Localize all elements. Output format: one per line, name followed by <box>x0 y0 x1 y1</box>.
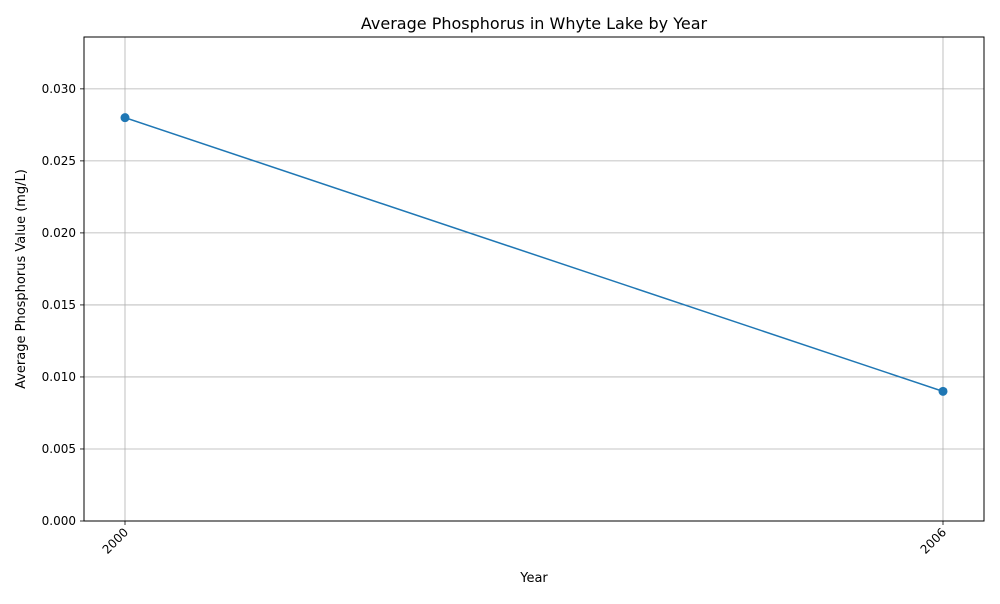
chart-title: Average Phosphorus in Whyte Lake by Year <box>361 14 708 33</box>
series-line <box>124 116 944 393</box>
y-tick-label: 0.005 <box>42 442 76 456</box>
series-layer <box>120 113 948 396</box>
data-point <box>938 386 948 396</box>
y-axis-label: Average Phosphorus Value (mg/L) <box>14 169 29 389</box>
y-tick-label: 0.030 <box>42 82 76 96</box>
grid-layer <box>84 37 984 522</box>
y-tick-label: 0.015 <box>42 298 76 312</box>
plot-frame <box>83 36 985 522</box>
data-point <box>120 113 130 123</box>
y-tick-label: 0.025 <box>42 154 76 168</box>
y-tick-label: 0.000 <box>42 514 76 528</box>
x-axis-label: Year <box>519 571 548 586</box>
y-tick-label: 0.010 <box>42 370 76 384</box>
y-tick-label: 0.020 <box>42 226 76 240</box>
